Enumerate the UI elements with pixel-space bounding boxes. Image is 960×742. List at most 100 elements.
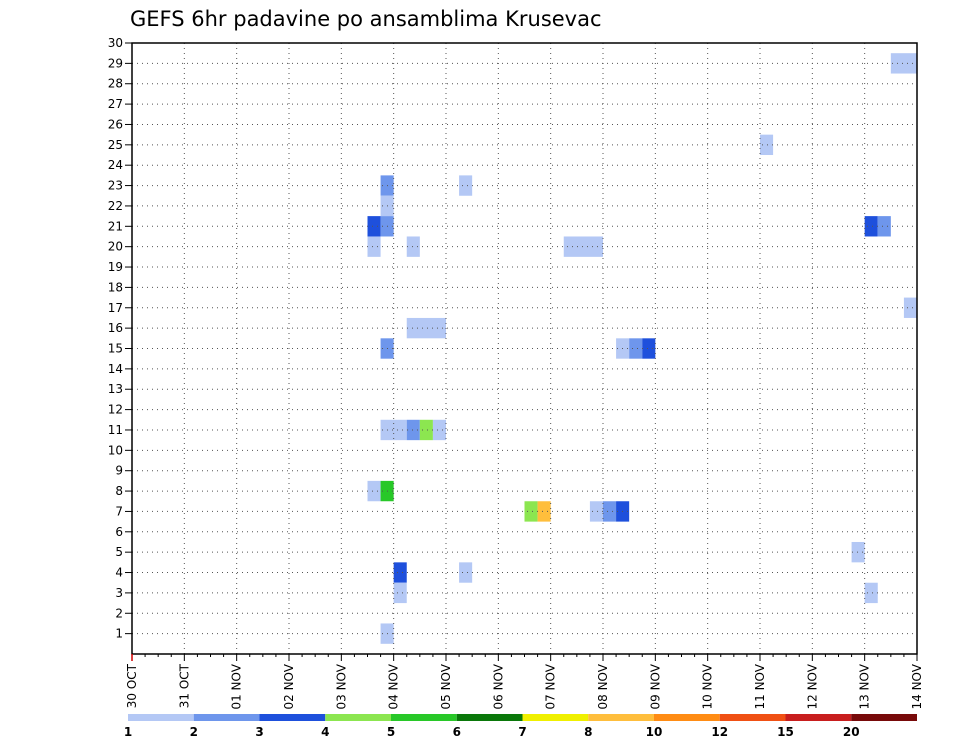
- precip-cell: [851, 541, 865, 563]
- y-tick-label: 4: [115, 566, 123, 580]
- y-tick-label: 28: [108, 77, 123, 91]
- precip-cell: [760, 134, 774, 156]
- y-tick-label: 7: [115, 504, 123, 518]
- colorbar-label: 4: [321, 725, 329, 739]
- x-tick-label: 08 NOV: [596, 663, 610, 709]
- precip-cell: [877, 216, 891, 237]
- y-tick-label: 21: [108, 219, 123, 233]
- precip-cell: [459, 562, 473, 583]
- y-tick-label: 9: [115, 464, 123, 478]
- x-tick-label: 11 NOV: [753, 663, 767, 709]
- precip-cell: [432, 419, 446, 441]
- colorbar-swatch: [325, 714, 391, 721]
- y-tick-label: 16: [108, 321, 123, 335]
- y-tick-label: 8: [115, 484, 123, 498]
- y-tick-label: 29: [108, 56, 123, 70]
- y-tick-label: 1: [115, 627, 123, 641]
- y-tick-label: 23: [108, 179, 123, 193]
- x-tick-label: 07 NOV: [544, 663, 558, 709]
- colorbar-label: 3: [255, 725, 263, 739]
- x-tick-label: 05 NOV: [439, 663, 453, 709]
- precip-cell: [393, 582, 407, 604]
- y-tick-label: 18: [108, 280, 123, 294]
- y-tick-label: 14: [108, 362, 123, 376]
- colorbar-swatch: [654, 714, 720, 721]
- x-tick-label: 02 NOV: [282, 663, 296, 709]
- y-tick-label: 12: [108, 403, 123, 417]
- precip-cell: [406, 236, 420, 257]
- y-tick-label: 24: [108, 158, 123, 172]
- x-tick-label: 06 NOV: [491, 663, 505, 709]
- colorbar: 1 2 3 4 5 6 7 8 10 12 15 20: [124, 714, 917, 739]
- x-tick-label: 10 NOV: [701, 663, 715, 709]
- axes-layer: 1234567891011121314151617181920212223242…: [108, 36, 924, 710]
- x-tick-label: 04 NOV: [387, 663, 401, 709]
- colorbar-swatch: [259, 714, 326, 721]
- precip-cell: [629, 338, 643, 359]
- chart-title: GEFS 6hr padavine po ansamblima Krusevac: [130, 7, 602, 31]
- precip-cell: [406, 419, 420, 441]
- precip-cell: [367, 480, 381, 502]
- colorbar-label: 15: [777, 725, 794, 739]
- y-tick-label: 22: [108, 199, 123, 213]
- precip-cell: [537, 501, 551, 522]
- precip-cell: [864, 216, 878, 237]
- colorbar-label: 20: [843, 725, 860, 739]
- colorbar-swatch: [785, 714, 852, 721]
- precip-cell: [603, 501, 617, 522]
- x-tick-label: 03 NOV: [334, 663, 348, 709]
- y-tick-label: 6: [115, 525, 123, 539]
- y-tick-label: 30: [108, 36, 123, 50]
- colorbar-label: 8: [584, 725, 592, 739]
- y-tick-label: 3: [115, 586, 123, 600]
- y-tick-label: 13: [108, 382, 123, 396]
- x-tick-label: 31 OCT: [177, 663, 191, 708]
- precip-cell: [589, 501, 603, 522]
- colorbar-label: 12: [711, 725, 728, 739]
- precip-cell: [406, 317, 446, 339]
- precip-cell: [903, 297, 917, 318]
- grid-layer: [132, 43, 917, 654]
- precip-cell: [864, 582, 878, 604]
- y-tick-label: 19: [108, 260, 123, 274]
- x-tick-label: 30 OCT: [125, 663, 139, 708]
- y-tick-label: 25: [108, 138, 123, 152]
- y-tick-label: 10: [108, 443, 123, 457]
- y-tick-label: 15: [108, 342, 123, 356]
- colorbar-label: 6: [453, 725, 461, 739]
- colorbar-label: 5: [387, 725, 395, 739]
- cells-layer: [367, 53, 917, 644]
- precip-cell: [524, 501, 538, 522]
- colorbar-label: 7: [518, 725, 526, 739]
- colorbar-swatch: [193, 714, 260, 721]
- y-tick-label: 27: [108, 97, 123, 111]
- plot-frame: [131, 42, 918, 655]
- y-tick-label: 2: [115, 606, 123, 620]
- x-tick-label: 14 NOV: [910, 663, 924, 709]
- colorbar-swatch: [588, 714, 654, 721]
- y-tick-label: 11: [108, 423, 123, 437]
- colorbar-swatch: [851, 714, 917, 721]
- x-tick-label: 09 NOV: [648, 663, 662, 709]
- colorbar-swatch: [456, 714, 523, 721]
- precip-cell: [642, 338, 656, 359]
- precip-cell: [890, 53, 917, 74]
- y-tick-label: 26: [108, 117, 123, 131]
- colorbar-label: 10: [646, 725, 663, 739]
- colorbar-swatch: [391, 714, 457, 721]
- y-tick-label: 20: [108, 240, 123, 254]
- precip-cell: [419, 419, 433, 441]
- colorbar-label: 2: [190, 725, 198, 739]
- x-tick-label: 12 NOV: [805, 663, 819, 709]
- colorbar-label: 1: [124, 725, 132, 739]
- y-tick-label: 5: [115, 545, 123, 559]
- precip-cell: [563, 236, 603, 257]
- colorbar-swatch: [719, 714, 786, 721]
- precip-cell: [367, 236, 381, 257]
- x-tick-label: 13 NOV: [858, 663, 872, 709]
- x-tick-label: 01 NOV: [230, 663, 244, 709]
- precip-cell: [367, 216, 381, 237]
- precip-cell: [380, 419, 407, 441]
- colorbar-swatch: [522, 714, 589, 721]
